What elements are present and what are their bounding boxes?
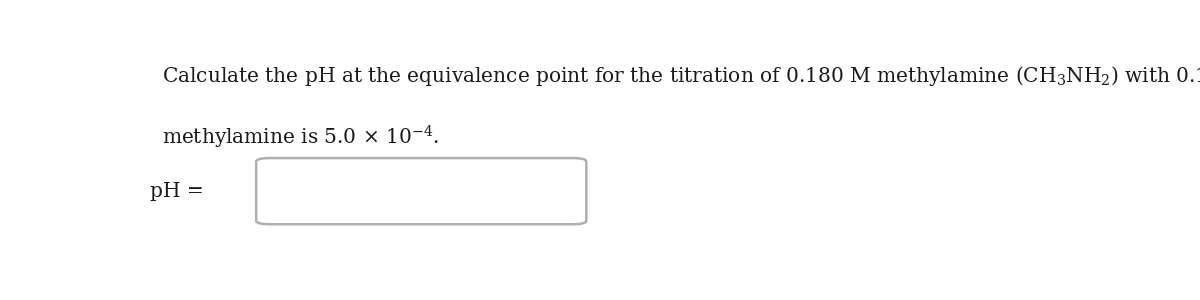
Text: Calculate the pH at the equivalence point for the titration of 0.180 M methylami: Calculate the pH at the equivalence poin… [162, 64, 1200, 88]
FancyBboxPatch shape [256, 158, 587, 224]
Text: methylamine is 5.0 $\times$ 10$^{-4}$.: methylamine is 5.0 $\times$ 10$^{-4}$. [162, 124, 439, 151]
Text: pH =: pH = [150, 182, 204, 201]
